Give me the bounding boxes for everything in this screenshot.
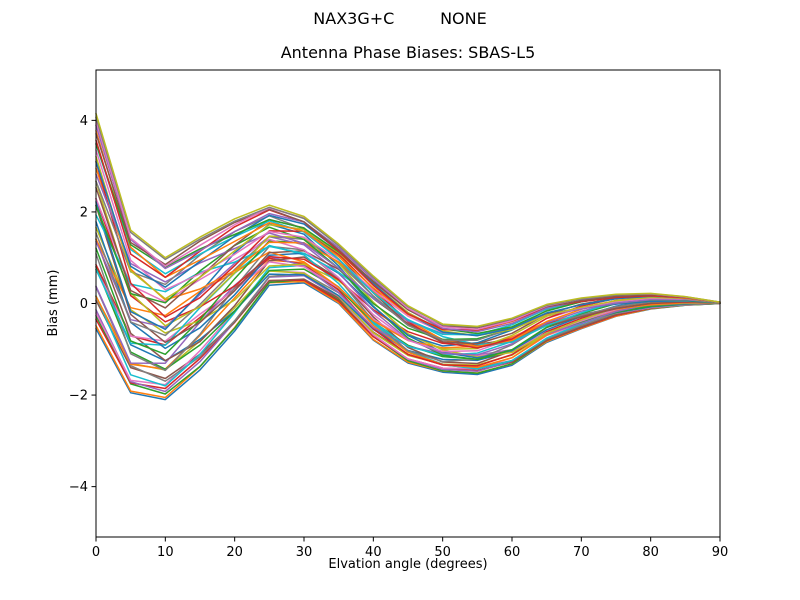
x-tick-label: 60 (504, 545, 521, 560)
x-tick-label: 30 (296, 545, 313, 560)
x-tick-label: 70 (573, 545, 590, 560)
axes-title: Antenna Phase Biases: SBAS-L5 (280, 43, 536, 62)
y-ticks: −4 −2 0 2 4 (69, 114, 96, 495)
y-tick-label: 2 (80, 205, 88, 220)
x-tick-label: 40 (365, 545, 382, 560)
x-ticks: 0 10 20 30 40 50 60 70 80 90 (92, 537, 728, 560)
x-axis-label: Elvation angle (degrees) (328, 557, 487, 572)
x-tick-label: 0 (92, 545, 100, 560)
bias-line (95, 149, 721, 337)
y-axis-label: Bias (mm) (46, 270, 61, 337)
bias-line (95, 112, 721, 328)
bias-line (95, 201, 721, 347)
y-tick-label: 4 (80, 114, 88, 129)
bias-line (95, 133, 721, 329)
bias-line (95, 155, 721, 337)
y-tick-label: 0 (80, 297, 88, 312)
bias-line (95, 173, 721, 336)
x-tick-label: 80 (642, 545, 659, 560)
x-tick-label: 20 (226, 545, 243, 560)
series-lines (95, 112, 721, 401)
figure-suptitle: NAX3G+C NONE (313, 9, 487, 28)
x-tick-label: 90 (712, 545, 729, 560)
y-tick-label: −2 (69, 389, 88, 404)
x-tick-label: 10 (157, 545, 174, 560)
x-tick-label: 50 (434, 545, 451, 560)
y-tick-label: −4 (69, 480, 88, 495)
